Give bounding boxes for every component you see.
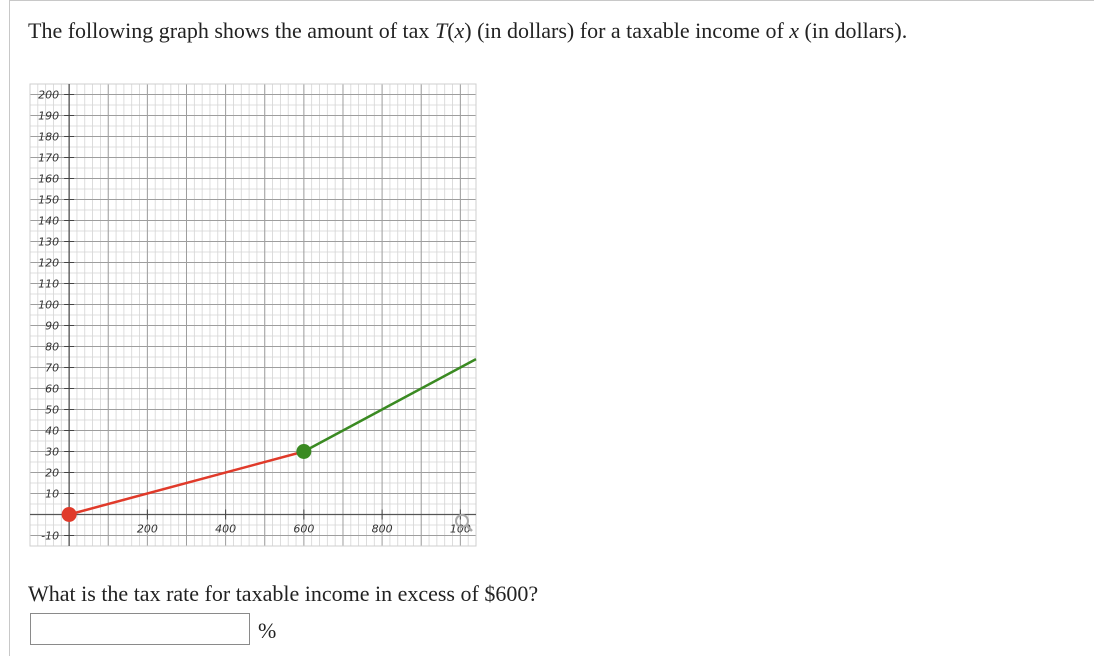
series-line-2: [303, 357, 477, 453]
x-tick-label: 200: [137, 523, 158, 536]
y-tick-label: 50: [45, 404, 59, 417]
plot-border: [29, 83, 477, 547]
y-tick-label: 30: [45, 446, 59, 459]
data-point-2: [296, 444, 312, 459]
y-tick-label: 130: [38, 236, 59, 249]
y-tick-label: 70: [45, 362, 59, 375]
y-tick-label: 180: [38, 131, 59, 144]
y-tick-label: 150: [38, 194, 59, 207]
question-frame: [9, 0, 1094, 656]
series-line-1: [68, 450, 305, 516]
y-tick-label: 170: [38, 152, 59, 165]
chart-series: [68, 357, 477, 516]
question-text-before: The following graph shows the amount of …: [28, 18, 435, 43]
x-tick-label: 600: [293, 523, 314, 536]
y-tick-label: 80: [45, 341, 59, 354]
y-tick-label: 100: [38, 299, 59, 312]
chart-ticks: 200 190 180 170 160 150 140 130 120 110 100 90 80 70 6…: [38, 89, 471, 543]
y-tick-label: -10: [41, 530, 59, 543]
question-text: The following graph shows the amount of …: [28, 18, 908, 43]
chart-markers: [61, 444, 312, 522]
tax-rate-input[interactable]: [30, 613, 250, 645]
y-tick-label: 160: [38, 173, 59, 186]
variable-name: x: [789, 18, 800, 43]
chart-grid: [29, 83, 477, 547]
zoom-icon[interactable]: [455, 514, 473, 532]
y-tick-label: 110: [38, 278, 59, 291]
y-tick-label: 200: [38, 89, 59, 102]
y-tick-label: 60: [45, 383, 59, 396]
y-tick-label: 10: [45, 488, 59, 501]
function-arg: x: [454, 18, 465, 43]
tax-chart: 200 190 180 170 160 150 140 130 120 110 100 90 80 70 6…: [29, 83, 477, 547]
y-tick-label: 40: [45, 425, 59, 438]
y-tick-label: 90: [45, 320, 59, 333]
data-point-1: [61, 507, 77, 522]
percent-unit: %: [258, 618, 277, 643]
question-text-after: (in dollars).: [799, 18, 908, 43]
function-name: T: [434, 18, 448, 43]
y-tick-label: 140: [38, 215, 59, 228]
y-tick-label: 190: [38, 110, 59, 123]
chart-axes: [30, 84, 476, 546]
question-text-middle: (in dollars) for a taxable income of: [471, 18, 790, 43]
sub-question-prompt: What is the tax rate for taxable income …: [28, 581, 539, 606]
x-tick-label: 800: [372, 523, 393, 536]
x-tick-label: 400: [215, 523, 236, 536]
y-tick-label: 120: [38, 257, 59, 270]
y-tick-label: 20: [45, 467, 59, 480]
